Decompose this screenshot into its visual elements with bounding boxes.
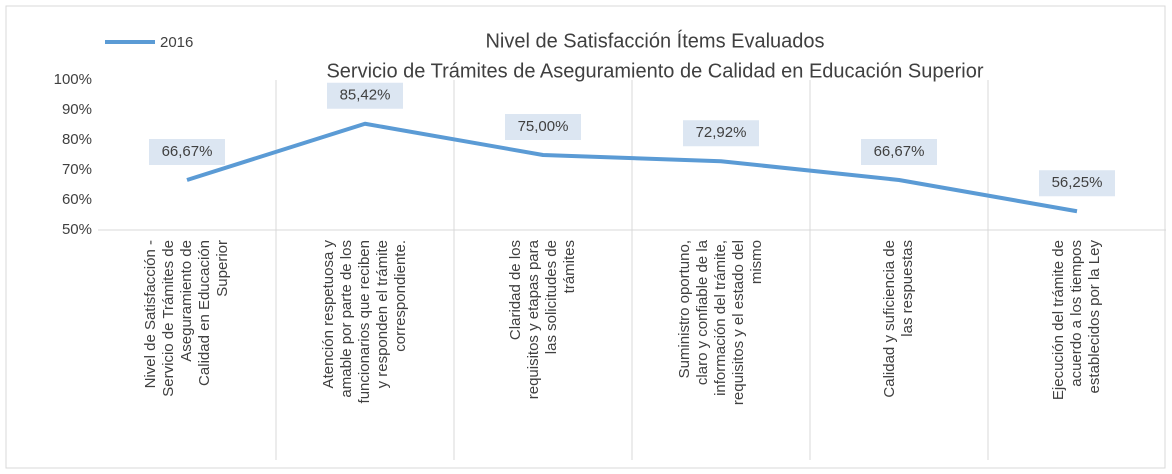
x-tick-label: correspondiente.	[392, 240, 409, 352]
legend-label: 2016	[160, 34, 193, 51]
x-tick-label: Nivel de Satisfacción -	[142, 240, 159, 388]
x-tick-label: Superior	[214, 240, 231, 297]
x-tick-label: trámites	[561, 240, 578, 293]
y-tick-label: 80%	[62, 131, 92, 148]
y-tick-label: 70%	[62, 161, 92, 178]
x-tick-label: Suministro oportuno,	[676, 240, 693, 378]
value-label: 66,67%	[162, 143, 213, 160]
x-tick-label: las solicitudes de	[543, 240, 560, 354]
chart-border	[5, 5, 1166, 469]
value-label: 85,42%	[340, 87, 391, 104]
x-tick-label: Calidad en Educación	[196, 240, 213, 386]
x-tick-label: y responden el trámite	[374, 240, 391, 388]
x-tick-label: requisitos y etapas para	[525, 239, 542, 399]
value-label-box	[149, 138, 225, 165]
chart-title: Nivel de Satisfacción Ítems Evaluados	[485, 29, 824, 52]
x-tick-label: funcionarios que reciben	[356, 240, 373, 403]
y-tick-label: 90%	[62, 101, 92, 118]
y-tick-label: 50%	[62, 221, 92, 238]
value-label-box	[327, 82, 403, 109]
x-tick-label: Calidad y suficiencia de	[881, 240, 898, 398]
chart-subtitle: Servicio de Trámites de Aseguramiento de…	[326, 60, 983, 82]
x-tick-label: claro y confiable de la	[694, 239, 711, 385]
y-tick-label: 60%	[62, 191, 92, 208]
x-tick-label: Claridad de los	[507, 240, 524, 340]
value-label-box	[1039, 170, 1115, 197]
value-label-box	[861, 138, 937, 165]
x-tick-label: Aseguramiento de	[178, 240, 195, 362]
x-tick-label: Servicio de Trámites de	[160, 240, 177, 397]
x-tick-label: Atención respetuosa y	[320, 240, 337, 389]
value-label: 75,00%	[518, 118, 569, 135]
x-tick-label: acuerdo a los tiempos	[1068, 240, 1085, 387]
series-line	[186, 121, 1078, 214]
x-tick-label: amable por parte de los	[338, 240, 355, 398]
value-label-box	[683, 120, 759, 147]
x-tick-label: establecidos por la Ley	[1086, 240, 1103, 394]
x-tick-label: Ejecución del trámite de	[1050, 240, 1067, 400]
x-tick-label: información del trámite,	[712, 240, 729, 396]
value-label: 72,92%	[696, 124, 747, 141]
x-tick-label: requisitos y el estado del	[730, 240, 747, 405]
value-label: 66,67%	[874, 143, 925, 160]
x-tick-label: las respuestas	[899, 240, 916, 337]
value-label-box	[505, 114, 581, 140]
y-tick-label: 100%	[54, 71, 92, 88]
value-label: 56,25%	[1052, 174, 1103, 191]
x-tick-label: mismo	[748, 240, 765, 284]
